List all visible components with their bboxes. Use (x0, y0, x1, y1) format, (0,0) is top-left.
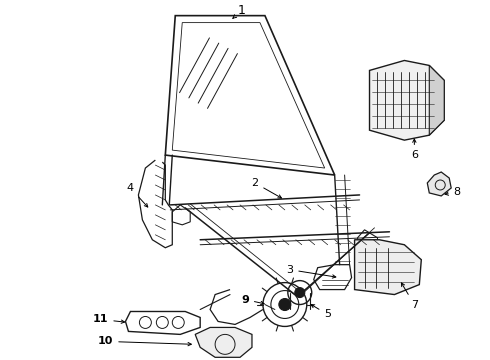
Text: 11: 11 (93, 314, 124, 324)
Text: 1: 1 (233, 4, 246, 18)
Text: 9: 9 (241, 294, 264, 305)
Text: 4: 4 (127, 183, 148, 207)
Polygon shape (355, 240, 421, 294)
Circle shape (295, 288, 305, 298)
Circle shape (279, 298, 291, 310)
Text: 10: 10 (98, 336, 191, 346)
Text: 6: 6 (411, 139, 418, 160)
Polygon shape (195, 328, 252, 357)
Text: 3: 3 (286, 265, 336, 278)
Polygon shape (369, 60, 444, 140)
Text: 7: 7 (401, 283, 418, 310)
Text: 5: 5 (311, 305, 331, 319)
Text: 2: 2 (251, 178, 281, 198)
Text: 8: 8 (445, 187, 461, 197)
Polygon shape (427, 172, 451, 196)
Polygon shape (429, 66, 444, 135)
